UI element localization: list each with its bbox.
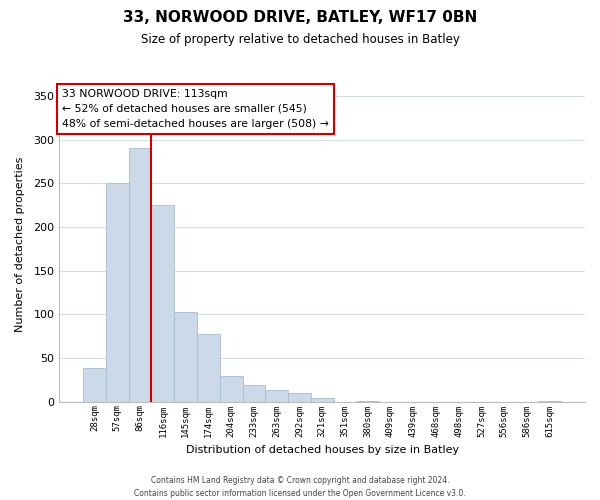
Bar — [129, 148, 151, 402]
Bar — [197, 334, 220, 402]
Bar — [356, 401, 379, 402]
Bar — [538, 401, 561, 402]
Text: Size of property relative to detached houses in Batley: Size of property relative to detached ho… — [140, 32, 460, 46]
Bar — [151, 206, 174, 402]
Text: 33, NORWOOD DRIVE, BATLEY, WF17 0BN: 33, NORWOOD DRIVE, BATLEY, WF17 0BN — [123, 10, 477, 25]
Bar — [311, 398, 334, 402]
Bar — [220, 376, 242, 402]
Bar — [242, 385, 265, 402]
X-axis label: Distribution of detached houses by size in Batley: Distribution of detached houses by size … — [185, 445, 459, 455]
Bar — [288, 393, 311, 402]
Bar — [174, 312, 197, 402]
Text: 33 NORWOOD DRIVE: 113sqm
← 52% of detached houses are smaller (545)
48% of semi-: 33 NORWOOD DRIVE: 113sqm ← 52% of detach… — [62, 89, 329, 128]
Text: Contains HM Land Registry data © Crown copyright and database right 2024.
Contai: Contains HM Land Registry data © Crown c… — [134, 476, 466, 498]
Bar — [83, 368, 106, 402]
Bar — [106, 184, 129, 402]
Y-axis label: Number of detached properties: Number of detached properties — [15, 157, 25, 332]
Bar — [265, 390, 288, 402]
